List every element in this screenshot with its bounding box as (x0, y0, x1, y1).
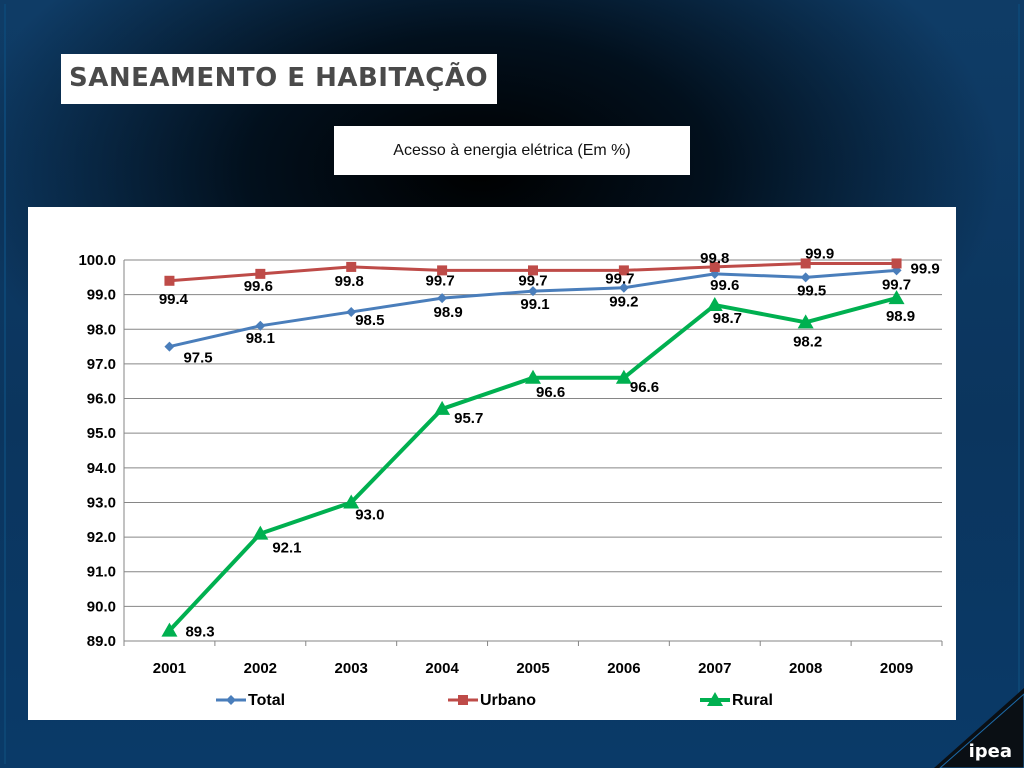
data-label-total: 97.5 (183, 350, 212, 367)
legend-marker-total (226, 695, 236, 705)
data-point-total (800, 272, 811, 283)
data-label-urbano: 99.7 (518, 272, 547, 289)
x-tick-label: 2003 (335, 660, 368, 677)
y-tick-label: 98.0 (87, 321, 116, 338)
data-point-urbano (800, 258, 811, 269)
data-label-urbano: 99.8 (700, 250, 729, 267)
data-label-rural: 98.2 (793, 333, 822, 350)
data-point-urbano (891, 258, 902, 269)
chart-title-box: Acesso à energia elétrica (Em %) (334, 126, 690, 175)
data-label-total: 99.6 (710, 277, 739, 294)
legend-marker-rural (707, 692, 723, 706)
data-point-rural (615, 369, 632, 384)
data-point-rural (343, 494, 360, 509)
data-point-urbano (164, 275, 175, 286)
x-tick-label: 2001 (153, 660, 186, 677)
y-tick-label: 95.0 (87, 425, 116, 442)
legend-label-rural: Rural (732, 692, 773, 709)
y-tick-label: 93.0 (87, 494, 116, 511)
data-label-urbano: 99.6 (244, 278, 273, 295)
data-label-urbano: 99.8 (335, 273, 364, 290)
data-label-rural: 98.7 (713, 310, 742, 327)
chart-title: Acesso à energia elétrica (Em %) (393, 141, 631, 159)
ipea-logo: ipea (968, 741, 1012, 762)
slide-title: SANEAMENTO E HABITAÇÃO (69, 63, 489, 93)
data-label-total: 99.7 (882, 276, 911, 293)
data-point-urbano (528, 265, 538, 276)
data-label-rural: 92.1 (272, 540, 301, 557)
data-label-total: 98.5 (355, 312, 384, 329)
data-point-rural (252, 525, 269, 540)
data-point-total (437, 293, 448, 304)
slide-title-box: SANEAMENTO E HABITAÇÃO (61, 54, 497, 104)
data-label-total: 99.2 (609, 294, 638, 311)
data-point-urbano (618, 265, 629, 276)
data-label-total: 99.1 (520, 296, 549, 313)
data-point-total (528, 286, 538, 297)
y-tick-label: 89.0 (87, 633, 116, 650)
y-tick-label: 90.0 (87, 598, 116, 615)
y-tick-label: 94.0 (87, 460, 116, 477)
x-tick-label: 2007 (698, 660, 731, 677)
data-label-urbano: 99.9 (805, 245, 834, 262)
data-point-total (618, 282, 629, 293)
data-label-urbano: 99.4 (159, 291, 189, 308)
corner-decoration (934, 688, 1024, 768)
data-label-rural: 95.7 (454, 410, 483, 427)
x-tick-label: 2002 (244, 660, 277, 677)
data-point-urbano (255, 268, 266, 279)
series-line-rural (167, 296, 898, 632)
x-tick-label: 2004 (425, 660, 459, 677)
data-label-urbano: 99.7 (426, 272, 455, 289)
legend-marker-urbano (458, 695, 468, 705)
x-tick-label: 2008 (789, 660, 822, 677)
data-label-rural: 96.6 (536, 384, 565, 401)
y-tick-label: 92.0 (87, 529, 116, 546)
data-point-urbano (437, 265, 448, 276)
data-point-urbano (709, 261, 720, 272)
y-tick-label: 96.0 (87, 391, 116, 408)
data-point-total (346, 306, 357, 317)
data-point-rural (706, 297, 723, 312)
data-label-total: 99.5 (797, 282, 826, 299)
legend-label-urbano: Urbano (480, 692, 536, 709)
slide-frame (4, 4, 1020, 764)
x-tick-label: 2006 (607, 660, 640, 677)
data-label-total: 98.1 (246, 330, 275, 347)
data-point-total (164, 341, 175, 352)
corner-triangle (934, 688, 1024, 768)
y-tick-label: 91.0 (87, 564, 116, 581)
data-point-rural (797, 314, 814, 329)
y-tick-label: 99.0 (87, 287, 116, 304)
line-chart: 89.0 90.0 91.0 92.0 93.0 94.0 95.0 96.0 97.0 98.0… (78, 245, 943, 709)
data-label-rural: 93.0 (355, 506, 384, 523)
data-point-rural (888, 290, 905, 305)
data-label-rural: 98.9 (886, 308, 915, 325)
data-point-rural (434, 400, 451, 415)
data-point-rural (161, 622, 178, 637)
data-label-rural: 89.3 (185, 624, 214, 641)
chart-panel: 89.0 90.0 91.0 92.0 93.0 94.0 95.0 96.0 97.0 98.0… (28, 207, 956, 720)
data-label-urbano: 99.9 (911, 260, 940, 277)
x-tick-label: 2005 (516, 660, 549, 677)
data-point-total (891, 265, 902, 276)
data-point-urbano (346, 261, 357, 272)
data-label-urbano: 99.7 (605, 270, 634, 287)
y-tick-label: 97.0 (87, 356, 116, 373)
data-label-total: 98.9 (434, 304, 463, 321)
data-label-rural: 96.6 (630, 379, 659, 396)
corner-outline (939, 693, 1024, 768)
x-tick-label: 2009 (880, 660, 913, 677)
y-tick-label: 100.0 (78, 252, 116, 269)
data-point-rural (525, 369, 541, 384)
legend-label-total: Total (248, 692, 285, 709)
